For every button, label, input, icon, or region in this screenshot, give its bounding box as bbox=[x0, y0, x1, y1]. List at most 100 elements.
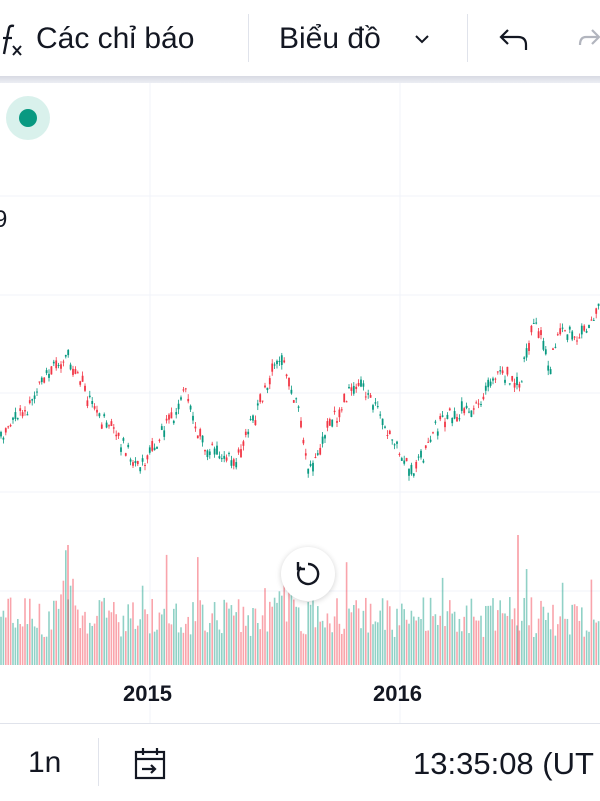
candle-body bbox=[7, 426, 10, 428]
candle-body bbox=[564, 330, 566, 332]
candle-body bbox=[360, 379, 362, 387]
status-indicator[interactable] bbox=[6, 96, 50, 140]
candle-body bbox=[417, 456, 420, 458]
volume-bar bbox=[26, 624, 29, 665]
calendar-goto-icon[interactable] bbox=[133, 746, 169, 782]
candle-body bbox=[381, 418, 384, 426]
candle-body bbox=[434, 421, 437, 423]
volume-bar bbox=[509, 597, 511, 665]
volume-bar bbox=[62, 580, 65, 665]
candle-body bbox=[331, 419, 334, 427]
candle-body bbox=[158, 439, 161, 441]
candle-body bbox=[177, 403, 180, 410]
volume-bar bbox=[353, 605, 355, 665]
candle-body bbox=[117, 432, 120, 436]
volume-bar bbox=[458, 618, 461, 665]
volume-bar bbox=[499, 600, 501, 665]
volume-bar bbox=[331, 632, 333, 665]
reset-chart-button[interactable] bbox=[281, 547, 335, 601]
candle-body bbox=[336, 421, 338, 423]
top-toolbar: Các chỉ báo Biểu đồ bbox=[0, 0, 600, 78]
volume-bar bbox=[533, 636, 535, 665]
volume-bar bbox=[149, 633, 151, 665]
candle-body bbox=[88, 395, 91, 398]
candle-body bbox=[412, 473, 415, 476]
volume-bar bbox=[573, 604, 576, 665]
price-chart[interactable]: 9 bbox=[0, 83, 600, 723]
volume-bar bbox=[14, 627, 17, 665]
candle-body bbox=[124, 453, 127, 456]
candle-body bbox=[62, 361, 65, 363]
candle-body bbox=[271, 363, 274, 372]
volume-bar bbox=[571, 604, 573, 665]
candle-body bbox=[480, 404, 482, 406]
candle-body bbox=[547, 365, 550, 371]
volume-bar bbox=[473, 616, 475, 665]
fx-icon[interactable] bbox=[0, 24, 24, 58]
candle-body bbox=[225, 457, 228, 461]
volume-bar bbox=[432, 616, 434, 665]
interval-button[interactable]: 1n bbox=[28, 746, 62, 779]
volume-bar bbox=[163, 608, 165, 665]
volume-bar bbox=[384, 629, 386, 665]
volume-bar bbox=[9, 597, 12, 665]
volume-bar bbox=[293, 599, 295, 665]
volume-bar bbox=[317, 606, 319, 665]
volume-bar bbox=[235, 612, 237, 665]
candle-body bbox=[528, 343, 530, 351]
undo-icon[interactable] bbox=[498, 26, 530, 54]
candle-body bbox=[57, 364, 60, 366]
volume-bar bbox=[175, 603, 177, 665]
volume-bar bbox=[151, 598, 153, 665]
volume-bar bbox=[357, 608, 360, 665]
toolbar-divider bbox=[467, 14, 468, 62]
candle-body bbox=[328, 419, 331, 426]
candle-body bbox=[232, 459, 235, 466]
candle-body bbox=[120, 447, 122, 452]
chevron-down-icon[interactable] bbox=[414, 33, 430, 45]
volume-bar bbox=[415, 620, 417, 665]
redo-icon[interactable] bbox=[578, 26, 600, 54]
volume-bar bbox=[475, 620, 477, 665]
volume-bar bbox=[225, 602, 228, 665]
volume-bar bbox=[309, 604, 312, 665]
volume-bar bbox=[456, 631, 458, 665]
indicators-button[interactable]: Các chỉ báo bbox=[36, 22, 195, 55]
volume-bar bbox=[209, 622, 211, 665]
volume-bar bbox=[19, 624, 21, 665]
volume-bar bbox=[561, 582, 564, 665]
volume-bar bbox=[139, 619, 141, 665]
volume-bar bbox=[441, 577, 444, 665]
candle-body bbox=[556, 334, 559, 336]
volume-bar bbox=[137, 625, 139, 665]
volume-bar bbox=[517, 535, 519, 665]
candle-body bbox=[535, 322, 538, 324]
candle-body bbox=[110, 421, 113, 427]
volume-bar bbox=[537, 618, 540, 665]
volume-bar bbox=[305, 634, 307, 665]
volume-bar bbox=[576, 606, 578, 665]
candle-body bbox=[348, 386, 350, 389]
volume-bar bbox=[242, 606, 245, 665]
candle-body bbox=[93, 406, 96, 409]
candle-body bbox=[230, 460, 233, 466]
chart-type-button[interactable]: Biểu đồ bbox=[279, 22, 381, 55]
candle-body bbox=[276, 360, 278, 365]
candle-body bbox=[43, 377, 46, 383]
candle-body bbox=[436, 431, 439, 436]
candle-body bbox=[523, 357, 526, 359]
volume-bar bbox=[156, 629, 158, 665]
volume-bar bbox=[401, 603, 403, 665]
candle-body bbox=[189, 405, 192, 410]
volume-bar bbox=[161, 614, 163, 665]
candle-body bbox=[444, 421, 446, 428]
volume-bar bbox=[129, 618, 132, 665]
candle-body bbox=[499, 370, 502, 372]
candle-body bbox=[180, 397, 182, 400]
candle-body bbox=[468, 411, 470, 413]
volume-bar bbox=[101, 601, 103, 665]
candle-body bbox=[405, 457, 408, 462]
volume-bar bbox=[31, 618, 33, 665]
candle-body bbox=[139, 467, 142, 472]
volume-bar bbox=[12, 622, 14, 665]
